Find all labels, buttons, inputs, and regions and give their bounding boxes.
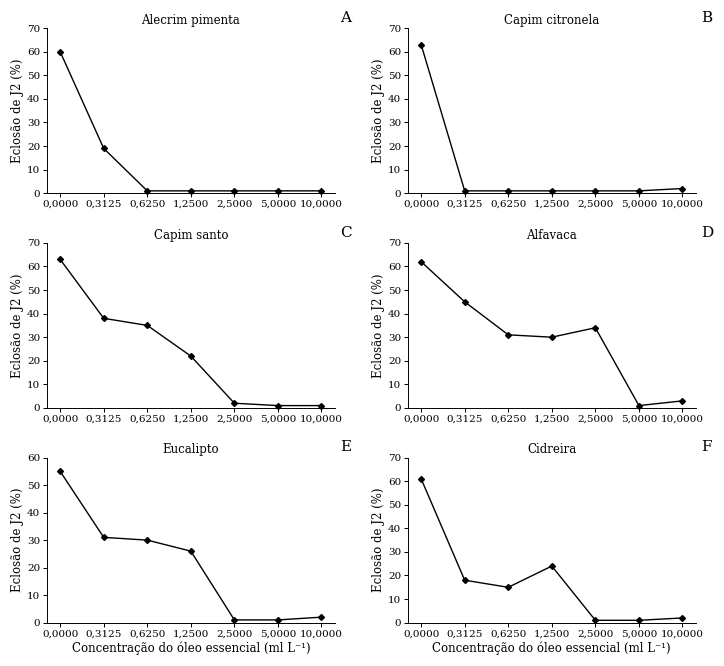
Text: C: C [340, 226, 352, 240]
X-axis label: Concentração do óleo essencial (ml L⁻¹): Concentração do óleo essencial (ml L⁻¹) [72, 641, 310, 655]
Text: A: A [340, 11, 351, 25]
Text: F: F [702, 440, 712, 454]
Y-axis label: Eclosão de J2 (%): Eclosão de J2 (%) [372, 488, 385, 592]
Y-axis label: Eclosão de J2 (%): Eclosão de J2 (%) [11, 488, 24, 592]
Title: Eucalipto: Eucalipto [162, 444, 219, 456]
Title: Cidreira: Cidreira [527, 444, 576, 456]
Y-axis label: Eclosão de J2 (%): Eclosão de J2 (%) [11, 273, 24, 378]
Y-axis label: Eclosão de J2 (%): Eclosão de J2 (%) [11, 59, 24, 163]
Title: Capim citronela: Capim citronela [504, 14, 599, 27]
Title: Alecrim pimenta: Alecrim pimenta [141, 14, 240, 27]
Y-axis label: Eclosão de J2 (%): Eclosão de J2 (%) [372, 59, 385, 163]
Title: Alfavaca: Alfavaca [526, 228, 577, 242]
Text: E: E [340, 440, 351, 454]
Text: B: B [702, 11, 712, 25]
X-axis label: Concentração do óleo essencial (ml L⁻¹): Concentração do óleo essencial (ml L⁻¹) [432, 641, 671, 655]
Title: Capim santo: Capim santo [153, 228, 228, 242]
Y-axis label: Eclosão de J2 (%): Eclosão de J2 (%) [372, 273, 385, 378]
Text: D: D [702, 226, 714, 240]
